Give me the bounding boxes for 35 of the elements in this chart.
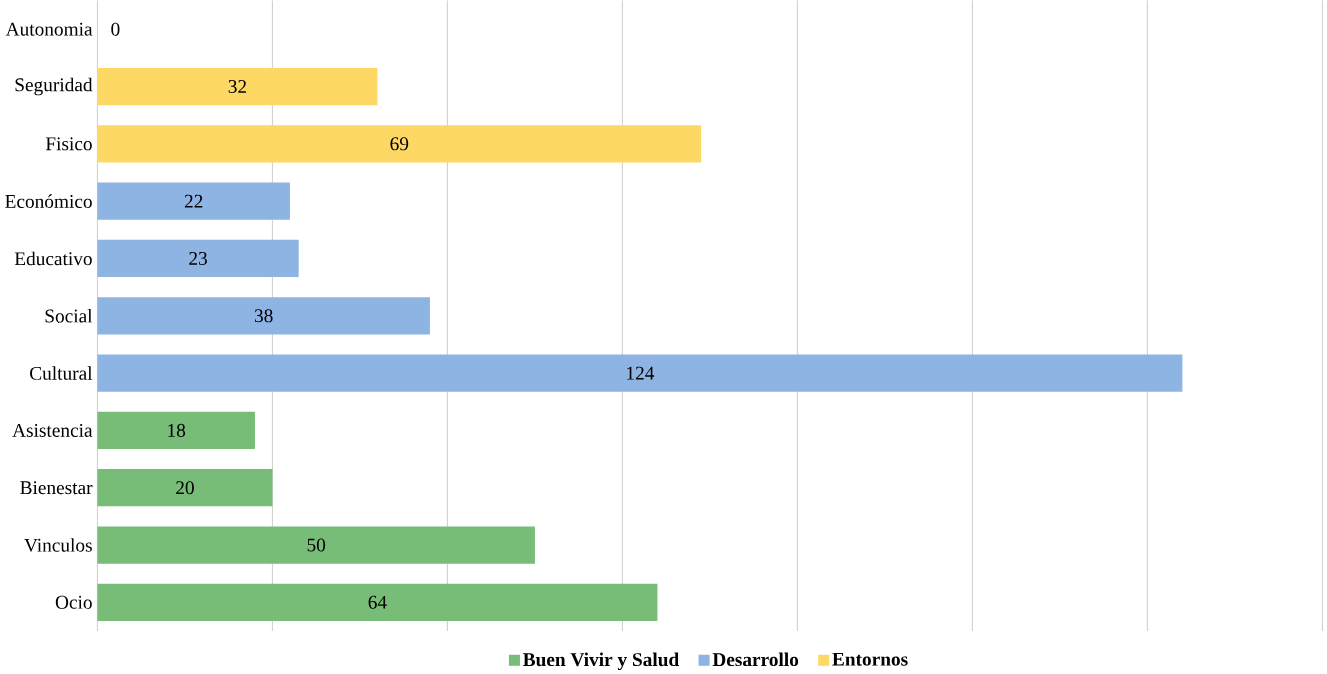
bar [97,125,702,163]
data-label: 50 [307,538,326,552]
y-tick-label: Económico [5,194,92,209]
bar [97,469,273,507]
bar [97,182,290,221]
bar [97,68,378,106]
bar [97,354,1183,392]
y-tick-label: Asistencia [12,424,93,438]
y-tick-label: Social [45,309,93,323]
bar [97,526,535,564]
y-tick-label: Seguridad [15,77,93,96]
data-label: 18 [168,424,186,438]
bar [97,240,299,278]
bar [97,297,430,335]
data-label: 22 [184,195,203,208]
bar [97,583,658,622]
legend-label: Entornos [832,653,908,666]
y-tick-label: Autonomia [5,22,93,36]
legend-label: Buen Vivir y Salud [523,652,679,671]
y-tick-label: Vinculos [24,538,92,553]
y-tick-label: Fisico [45,137,92,151]
y-tick-label: Ocio [55,596,92,610]
data-label: 20 [176,481,194,495]
data-label: 32 [228,80,247,94]
y-tick-label: Educativo [14,251,92,266]
data-label: 23 [189,252,207,266]
data-label: 124 [627,366,655,380]
legend-label: Desarrollo [712,652,799,667]
data-label: 0 [111,22,120,36]
bar [97,412,255,450]
y-tick-label: Cultural [30,366,93,381]
y-tick-label: Bienestar [20,481,93,495]
data-label: 69 [390,137,409,151]
data-label: 64 [368,596,387,610]
data-label: 38 [254,309,273,323]
